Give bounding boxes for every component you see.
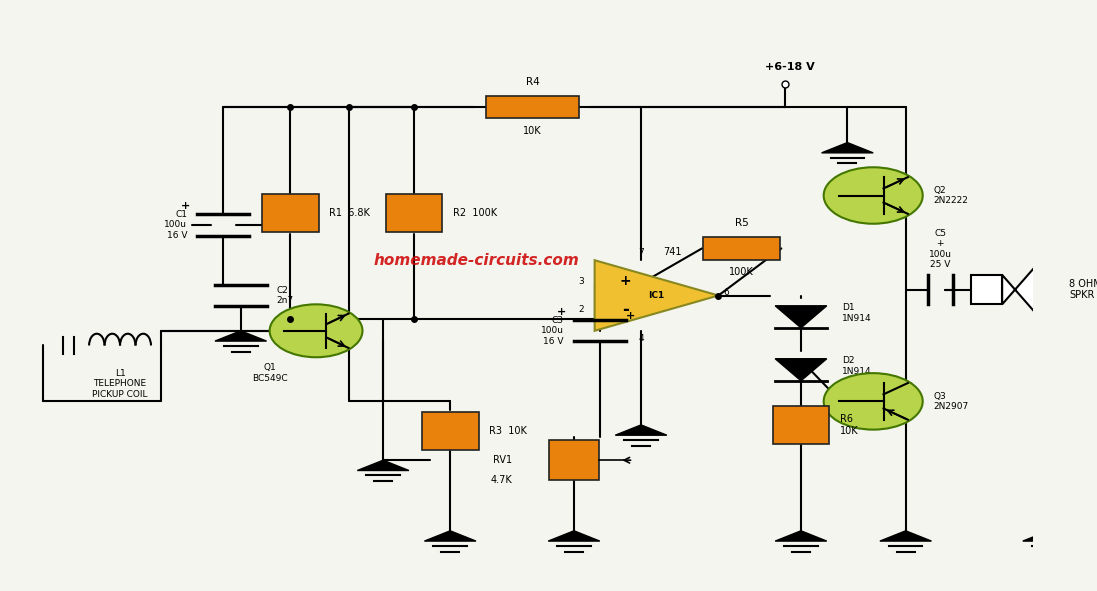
Polygon shape (776, 306, 827, 328)
Polygon shape (880, 531, 931, 541)
Text: Q1
BC549C: Q1 BC549C (252, 363, 287, 382)
Text: R5: R5 (735, 219, 748, 229)
Polygon shape (1022, 531, 1074, 541)
FancyBboxPatch shape (550, 440, 599, 480)
Polygon shape (215, 331, 267, 341)
Circle shape (270, 304, 362, 358)
Text: 741: 741 (663, 247, 681, 257)
Text: homemade-circuits.com: homemade-circuits.com (373, 253, 579, 268)
FancyBboxPatch shape (422, 412, 478, 450)
Text: 7: 7 (638, 248, 644, 257)
Text: 10K: 10K (523, 125, 542, 135)
Polygon shape (595, 260, 719, 331)
Text: C5
+
100u
25 V: C5 + 100u 25 V (929, 229, 952, 269)
Text: R1  6.8K: R1 6.8K (329, 208, 370, 218)
Text: C2
2n7: C2 2n7 (276, 286, 294, 305)
Text: L1
TELEPHONE
PICKUP COIL: L1 TELEPHONE PICKUP COIL (92, 369, 148, 399)
Circle shape (824, 373, 923, 430)
Text: R2  100K: R2 100K (453, 208, 497, 218)
FancyBboxPatch shape (262, 194, 318, 232)
Text: IC1: IC1 (648, 291, 665, 300)
Polygon shape (822, 142, 873, 153)
Text: D2
1N914: D2 1N914 (842, 356, 872, 376)
Polygon shape (358, 460, 409, 470)
Polygon shape (1003, 257, 1043, 322)
Text: 100K: 100K (730, 267, 754, 277)
Polygon shape (548, 531, 600, 541)
Text: 4: 4 (638, 334, 644, 343)
Text: C3
100u
16 V: C3 100u 16 V (541, 316, 564, 346)
FancyBboxPatch shape (703, 237, 780, 259)
Text: +: + (620, 274, 632, 288)
Text: Q2
2N2222: Q2 2N2222 (934, 186, 968, 205)
Text: +6-18 V: +6-18 V (765, 62, 815, 72)
FancyBboxPatch shape (772, 406, 829, 444)
Text: RV1: RV1 (493, 455, 512, 465)
Text: D1
1N914: D1 1N914 (842, 303, 872, 323)
Text: 3: 3 (578, 277, 585, 286)
FancyBboxPatch shape (486, 96, 579, 118)
Circle shape (824, 167, 923, 224)
Text: -: - (622, 301, 629, 319)
Text: R6
10K: R6 10K (839, 414, 858, 436)
Text: R3  10K: R3 10K (489, 426, 527, 436)
Polygon shape (615, 425, 667, 435)
Polygon shape (776, 359, 827, 381)
FancyBboxPatch shape (971, 275, 1003, 304)
Text: 2: 2 (579, 305, 585, 314)
Text: 8 OHM
SPKR: 8 OHM SPKR (1070, 279, 1097, 300)
Polygon shape (425, 531, 476, 541)
FancyBboxPatch shape (386, 194, 442, 232)
Text: +: + (626, 311, 635, 321)
Text: R4: R4 (525, 77, 540, 87)
Text: +: + (180, 202, 190, 212)
Text: 6: 6 (724, 288, 730, 297)
Text: C1
100u
16 V: C1 100u 16 V (165, 210, 188, 240)
Text: Q3
2N2907: Q3 2N2907 (934, 392, 969, 411)
Text: +: + (557, 307, 566, 317)
Text: 4.7K: 4.7K (490, 475, 512, 485)
Polygon shape (776, 531, 827, 541)
